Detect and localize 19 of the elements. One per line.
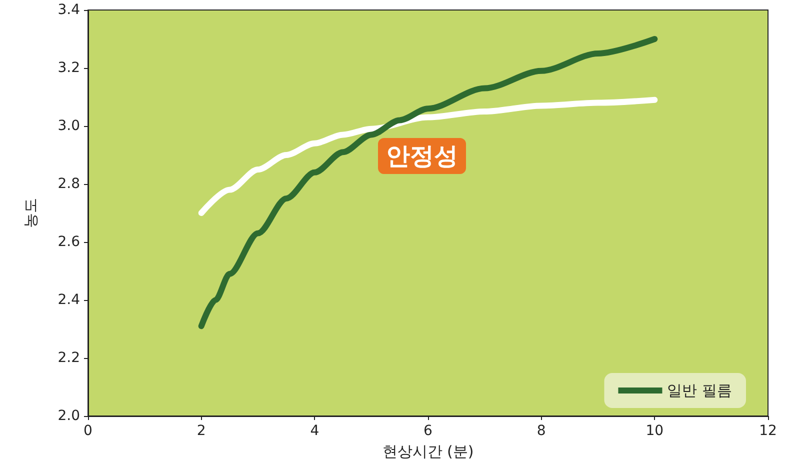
x-axis-title: 현상시간 (분): [382, 442, 474, 460]
y-tick-label: 2.4: [58, 292, 80, 308]
y-tick-label: 3.2: [58, 60, 80, 76]
y-tick-label: 2.2: [58, 350, 80, 366]
annotation: 안정성: [386, 142, 458, 170]
y-tick-label: 2.8: [58, 176, 80, 192]
x-tick-label: 12: [759, 423, 777, 439]
legend-label: 일반 필름: [667, 382, 732, 400]
x-tick-label: 0: [84, 423, 92, 439]
y-axis-title: 농도: [22, 198, 40, 228]
x-tick-label: 6: [424, 423, 433, 439]
x-tick-label: 10: [646, 423, 664, 439]
x-tick-label: 2: [196, 423, 206, 439]
y-tick-label: 2.6: [58, 234, 80, 250]
y-tick-label: 3.0: [58, 118, 80, 134]
y-tick-label: 2.0: [58, 408, 80, 424]
x-tick-label: 8: [536, 423, 546, 439]
x-tick-label: 4: [310, 423, 320, 439]
y-tick-label: 3.4: [58, 2, 80, 18]
